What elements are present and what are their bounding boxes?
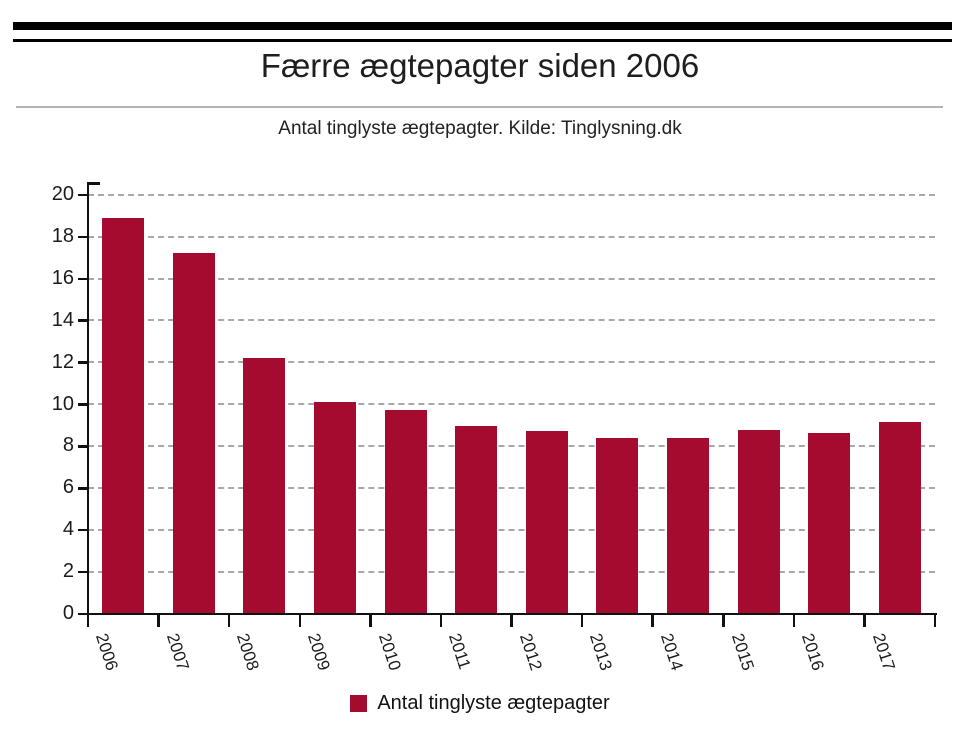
bar-2008: [243, 358, 286, 614]
bar-2017: [878, 422, 921, 614]
x-axis-label-2006: 2006: [92, 631, 122, 673]
y-axis-label-18: 18: [51, 224, 74, 247]
y-axis-label-6: 6: [62, 476, 74, 499]
x-axis-label-2009: 2009: [303, 631, 334, 673]
x-tick-4: [369, 615, 372, 627]
y-tick-2: [78, 570, 88, 574]
x-tick-11: [863, 615, 866, 627]
x-tick-1: [157, 615, 160, 627]
x-axis-label-2014: 2014: [656, 631, 687, 673]
gridline-y-18: [88, 235, 935, 238]
legend: Antal tinglyste ægtepagter: [0, 691, 960, 715]
y-tick-20: [78, 193, 88, 197]
legend-swatch-icon: [350, 694, 368, 712]
x-axis-label-2007: 2007: [162, 631, 193, 673]
y-tick-18: [78, 235, 88, 239]
legend-label: Antal tinglyste ægtepagter: [377, 691, 610, 714]
x-tick-6: [510, 615, 513, 627]
x-tick-3: [298, 615, 301, 627]
x-tick-7: [580, 615, 584, 627]
y-axis-label-16: 16: [51, 266, 74, 289]
masthead-rule-thick: [13, 22, 952, 30]
x-axis-label-2017: 2017: [868, 631, 899, 673]
x-tick-0: [86, 615, 90, 627]
gridline-y-8: [88, 445, 935, 448]
gridline-y-16: [88, 277, 935, 280]
y-tick-14: [78, 319, 88, 322]
bar-2011: [455, 426, 498, 614]
gridline-y-12: [88, 361, 935, 364]
x-tick-12: [933, 615, 937, 627]
y-tick-6: [78, 487, 88, 490]
x-tick-2: [227, 615, 231, 627]
x-axis-label-2016: 2016: [798, 631, 828, 673]
y-tick-4: [78, 528, 88, 532]
x-axis-label-2012: 2012: [515, 631, 546, 673]
x-axis-line: [86, 612, 937, 616]
y-axis-line: [86, 182, 89, 615]
y-axis-label-12: 12: [51, 350, 74, 373]
bar-2009: [314, 402, 357, 614]
gridline-y-4: [88, 528, 935, 531]
x-axis-label-2015: 2015: [727, 631, 758, 673]
gridline-y-6: [88, 487, 935, 490]
x-axis-label-2010: 2010: [374, 631, 405, 673]
bar-2012: [525, 430, 568, 614]
bar-2015: [737, 429, 780, 614]
masthead-rule-thin: [13, 39, 952, 42]
chart-subtitle: Antal tinglyste ægtepagter. Kilde: Tingl…: [278, 118, 682, 139]
x-tick-10: [792, 615, 796, 627]
y-tick-0: [78, 612, 88, 616]
gridline-y-14: [88, 319, 935, 322]
y-axis-label-20: 20: [51, 183, 74, 205]
gridline-y-2: [88, 570, 935, 573]
y-axis-label-14: 14: [51, 308, 74, 331]
y-axis-end-cap: [86, 182, 100, 185]
x-axis-label-2011: 2011: [445, 631, 475, 672]
y-tick-10: [78, 403, 88, 406]
x-tick-5: [439, 615, 443, 627]
y-axis-label-2: 2: [62, 560, 74, 583]
gridline-y-20: [88, 193, 935, 196]
bar-2006: [102, 218, 145, 614]
bar-2010: [384, 409, 427, 614]
bar-2016: [808, 432, 851, 614]
y-tick-12: [78, 361, 88, 364]
chart-title: Færre ægtepagter siden 2006: [260, 47, 700, 84]
bar-2014: [666, 438, 709, 614]
y-axis-label-0: 0: [62, 602, 74, 624]
x-axis-label-2008: 2008: [233, 631, 264, 673]
x-axis-label-2013: 2013: [586, 631, 617, 673]
x-tick-9: [722, 615, 725, 627]
title-divider: [16, 106, 943, 108]
bar-2013: [596, 438, 639, 614]
y-axis-label-10: 10: [51, 392, 74, 415]
x-tick-8: [651, 615, 654, 627]
y-axis-label-4: 4: [62, 518, 74, 541]
y-tick-8: [78, 445, 88, 448]
gridline-y-10: [88, 403, 935, 406]
y-axis-label-8: 8: [62, 434, 74, 457]
y-tick-16: [78, 277, 88, 281]
bar-2007: [172, 252, 215, 614]
